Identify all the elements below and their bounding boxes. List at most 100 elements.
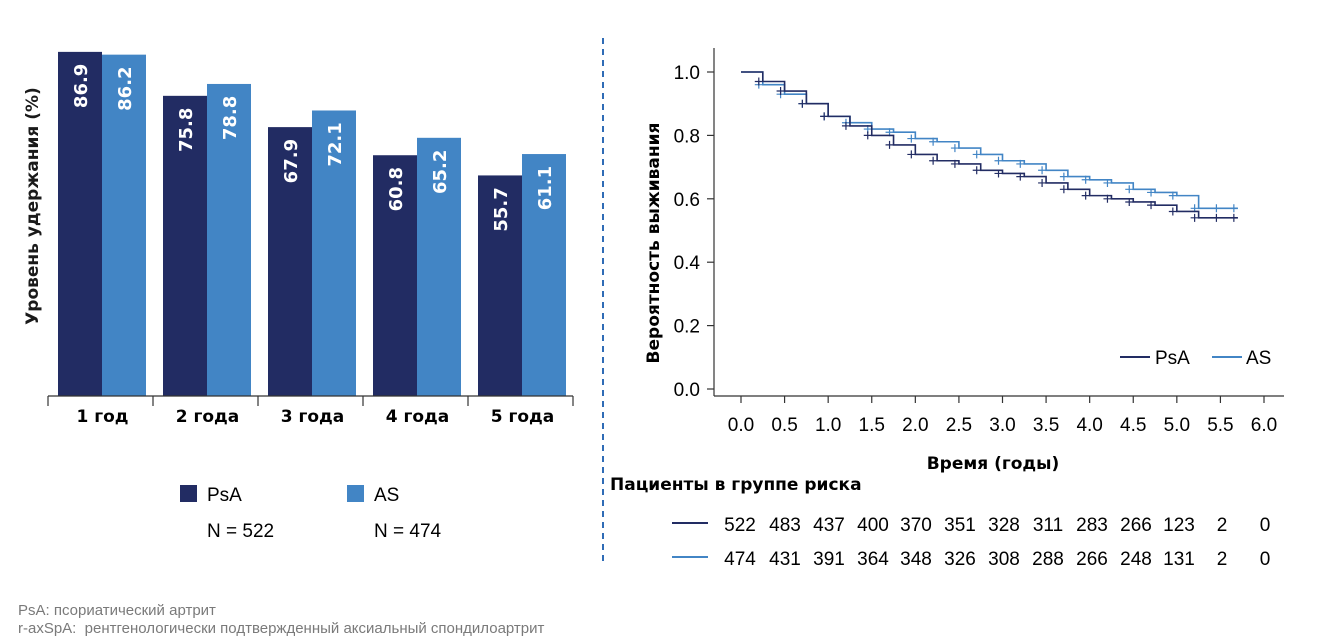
km-x-tick-label: 1.0 (815, 415, 841, 436)
risk-count: 266 (1120, 515, 1152, 536)
km-y-tick-label: 0.0 (674, 380, 700, 401)
km-censor-mark-as (929, 137, 938, 146)
km-x-tick-label: 4.0 (1076, 415, 1102, 436)
bar-psa-2 (163, 95, 207, 396)
bar-chart-x-ticks: 1 год 2 года 3 года 4 года 5 года (47, 396, 574, 427)
legend-swatch-psa (180, 485, 197, 502)
km-x-tick-label: 1.5 (859, 415, 885, 436)
km-censor-mark-as (1103, 178, 1112, 187)
risk-count: 288 (1032, 549, 1064, 570)
bar-x-tick-label: 4 года (386, 407, 450, 427)
km-censor-mark-psa (1016, 172, 1025, 181)
bar-as-1 (102, 54, 146, 396)
bar-value-label: 86.2 (115, 66, 136, 110)
risk-count: 364 (857, 549, 889, 570)
footnote-raxspa: r-axSpA: рентгенологически подтвержденны… (18, 620, 545, 637)
risk-count: 0 (1260, 549, 1271, 570)
km-x-tick-label: 2.0 (902, 415, 928, 436)
km-censor-mark-psa (1103, 194, 1112, 203)
risk-count: 0 (1260, 515, 1271, 536)
risk-count: 308 (988, 549, 1020, 570)
bar-value-label: 65.2 (430, 150, 451, 194)
bar-chart-legend: PsA N = 522 AS N = 474 (180, 485, 442, 542)
legend-n-psa: N = 522 (207, 521, 274, 542)
risk-count: 348 (900, 549, 932, 570)
bar-value-label: 86.9 (71, 64, 92, 108)
bar-value-label: 78.8 (220, 96, 241, 140)
km-censor-mark-as (1168, 191, 1177, 200)
km-censor-mark-psa (1038, 178, 1047, 187)
risk-count: 2 (1217, 515, 1228, 536)
bar-x-tick-label: 5 года (491, 407, 555, 427)
risk-count: 431 (769, 549, 801, 570)
bar-psa-4 (373, 155, 417, 396)
km-x-axis-label: Время (годы) (927, 454, 1060, 474)
km-censor-mark-psa (820, 112, 829, 121)
km-censor-mark-psa (776, 87, 785, 96)
km-x-ticks: 0.0 0.5 1.0 1.5 2.0 2.5 3.0 3.5 4.0 4.5 5.0 5.5 6.0 (728, 396, 1277, 436)
risk-count: 311 (1033, 515, 1063, 536)
km-x-tick-label: 6.0 (1251, 415, 1277, 436)
bar-as-2 (207, 83, 251, 397)
km-y-tick-label: 0.6 (674, 190, 700, 211)
km-censor-mark-psa (754, 77, 763, 86)
km-censor-mark-as (1125, 185, 1134, 194)
km-censor-mark-psa (972, 166, 981, 175)
km-censor-mark-as (950, 144, 959, 153)
km-y-ticks: 0.0 0.2 0.4 0.6 0.8 1.0 (674, 63, 714, 401)
legend-swatch-as (347, 485, 364, 502)
km-series-lines (741, 71, 1238, 222)
risk-table-title: Пациенты в группе риска (610, 475, 862, 495)
km-censor-mark-psa (950, 159, 959, 168)
footnotes: PsA: псориатический артрит r-axSpA: рент… (18, 602, 544, 638)
km-censor-mark-as (907, 134, 916, 143)
risk-count: 437 (813, 515, 845, 536)
bar-as-3 (312, 110, 356, 396)
km-y-tick-label: 0.8 (674, 126, 700, 147)
risk-count: 370 (900, 515, 932, 536)
km-y-tick-label: 0.2 (674, 317, 700, 338)
bar-psa-1 (58, 51, 102, 396)
km-y-tick-label: 0.4 (674, 253, 701, 274)
km-legend-label-as: AS (1246, 348, 1271, 369)
km-censor-mark-psa (1081, 191, 1090, 200)
km-legend-label-psa: PsA (1155, 348, 1190, 369)
km-censor-mark-as (972, 150, 981, 159)
km-censor-mark-psa (1168, 207, 1177, 216)
risk-count: 522 (724, 515, 756, 536)
risk-count: 400 (857, 515, 889, 536)
bar-x-tick-label: 3 года (281, 407, 345, 427)
bar-psa-5 (478, 175, 522, 396)
risk-count: 474 (724, 549, 756, 570)
km-line-psa (741, 71, 1238, 219)
risk-count: 351 (944, 515, 976, 536)
km-censor-mark-as (1059, 172, 1068, 181)
km-y-tick-label: 1.0 (674, 63, 700, 84)
km-censor-mark-psa (841, 121, 850, 130)
km-censor-mark-as (1212, 204, 1221, 213)
bar-x-tick-label: 1 год (76, 407, 128, 427)
km-x-tick-label: 2.5 (946, 415, 972, 436)
km-x-tick-label: 3.0 (989, 415, 1015, 436)
km-censor-mark-psa (1125, 197, 1134, 206)
bar-value-label: 60.8 (386, 167, 407, 211)
km-censor-mark-as (994, 156, 1003, 165)
km-x-tick-label: 3.5 (1033, 415, 1059, 436)
legend-label-as: AS (374, 485, 399, 506)
risk-count: 483 (769, 515, 801, 536)
km-censor-mark-psa (1212, 213, 1221, 222)
km-censor-mark-psa (1229, 213, 1238, 222)
retention-bar-chart: Уровень удержания (%) 86.9 86.2 75.8 78.8 67… (23, 51, 574, 542)
bar-value-label: 55.7 (491, 187, 512, 231)
bar-value-label: 75.8 (176, 108, 197, 152)
risk-count: 248 (1120, 549, 1152, 570)
risk-count: 391 (813, 549, 845, 570)
bar-chart-y-axis-label: Уровень удержания (%) (23, 87, 43, 325)
km-censor-mark-as (1147, 188, 1156, 197)
risk-count: 283 (1076, 515, 1108, 536)
km-censor-mark-psa (798, 99, 807, 108)
km-censor-mark-psa (994, 169, 1003, 178)
km-x-tick-label: 4.5 (1120, 415, 1146, 436)
risk-count: 123 (1163, 515, 1195, 536)
bar-value-label: 72.1 (325, 122, 346, 166)
